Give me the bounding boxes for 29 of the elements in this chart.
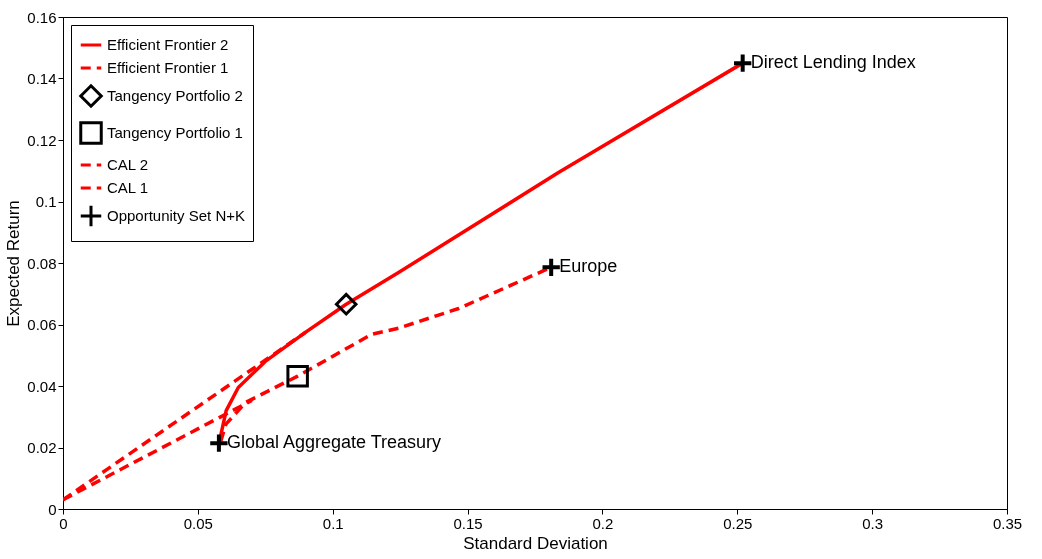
legend-label: CAL 2: [107, 156, 149, 173]
legend-label: Efficient Frontier 1: [107, 59, 229, 76]
annotation: Global Aggregate Treasury: [226, 432, 442, 453]
legend-label: Tangency Portfolio 2: [107, 87, 243, 104]
x-tick-label: 0.3: [862, 514, 884, 532]
y-tick-label: 0.16: [27, 8, 57, 26]
y-tick-label: 0.1: [35, 193, 57, 210]
y-tick-label: 0.12: [27, 131, 57, 149]
x-axis-title: Standard Deviation: [463, 533, 608, 553]
y-axis-title: Expected Return: [4, 200, 24, 327]
y-tick-label: 0.06: [27, 316, 57, 333]
annotation: Europe: [559, 256, 618, 277]
x-tick-label: 0.35: [992, 514, 1023, 532]
y-tick-label: 0.08: [27, 254, 57, 272]
y-tick-label: 0.04: [27, 377, 57, 395]
x-tick-label: 0.15: [453, 514, 483, 532]
x-tick-label: 0.1: [322, 514, 344, 532]
y-tick-label: 0.14: [27, 70, 57, 87]
x-tick-label: 0.25: [723, 514, 753, 532]
x-tick-label: 0: [59, 514, 68, 532]
annotation: Direct Lending Index: [750, 52, 916, 73]
legend-label: CAL 1: [107, 179, 149, 196]
legend-label: Tangency Portfolio 1: [107, 124, 243, 141]
x-tick-label: 0.05: [183, 514, 213, 532]
legend-label: Efficient Frontier 2: [107, 36, 229, 53]
legend-label: Opportunity Set N+K: [107, 207, 245, 224]
y-tick-label: 0.02: [27, 439, 57, 456]
x-tick-label: 0.2: [592, 514, 614, 532]
y-tick-label: 0: [48, 500, 57, 518]
